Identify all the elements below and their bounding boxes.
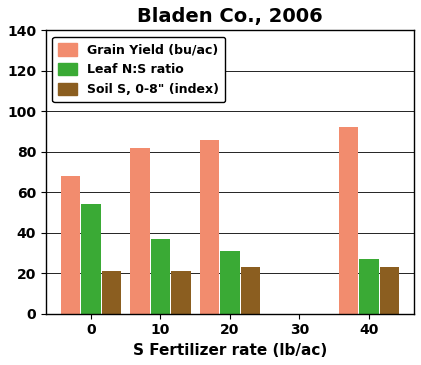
Bar (200, 140, 219, 314)
Bar (81, 204, 101, 314)
Bar (338, 127, 358, 314)
Bar (171, 271, 191, 314)
Bar (151, 239, 170, 314)
Bar (102, 271, 121, 314)
Bar (220, 251, 240, 314)
Bar (130, 148, 150, 314)
Bar (241, 267, 260, 314)
Bar (61, 176, 80, 314)
Title: Bladen Co., 2006: Bladen Co., 2006 (137, 7, 323, 26)
X-axis label: S Fertilizer rate (lb/ac): S Fertilizer rate (lb/ac) (133, 343, 327, 358)
Legend: Grain Yield (bu/ac), Leaf N:S ratio, Soil S, 0-8" (index): Grain Yield (bu/ac), Leaf N:S ratio, Soi… (52, 36, 225, 103)
Bar (380, 267, 399, 314)
Bar (359, 259, 378, 314)
